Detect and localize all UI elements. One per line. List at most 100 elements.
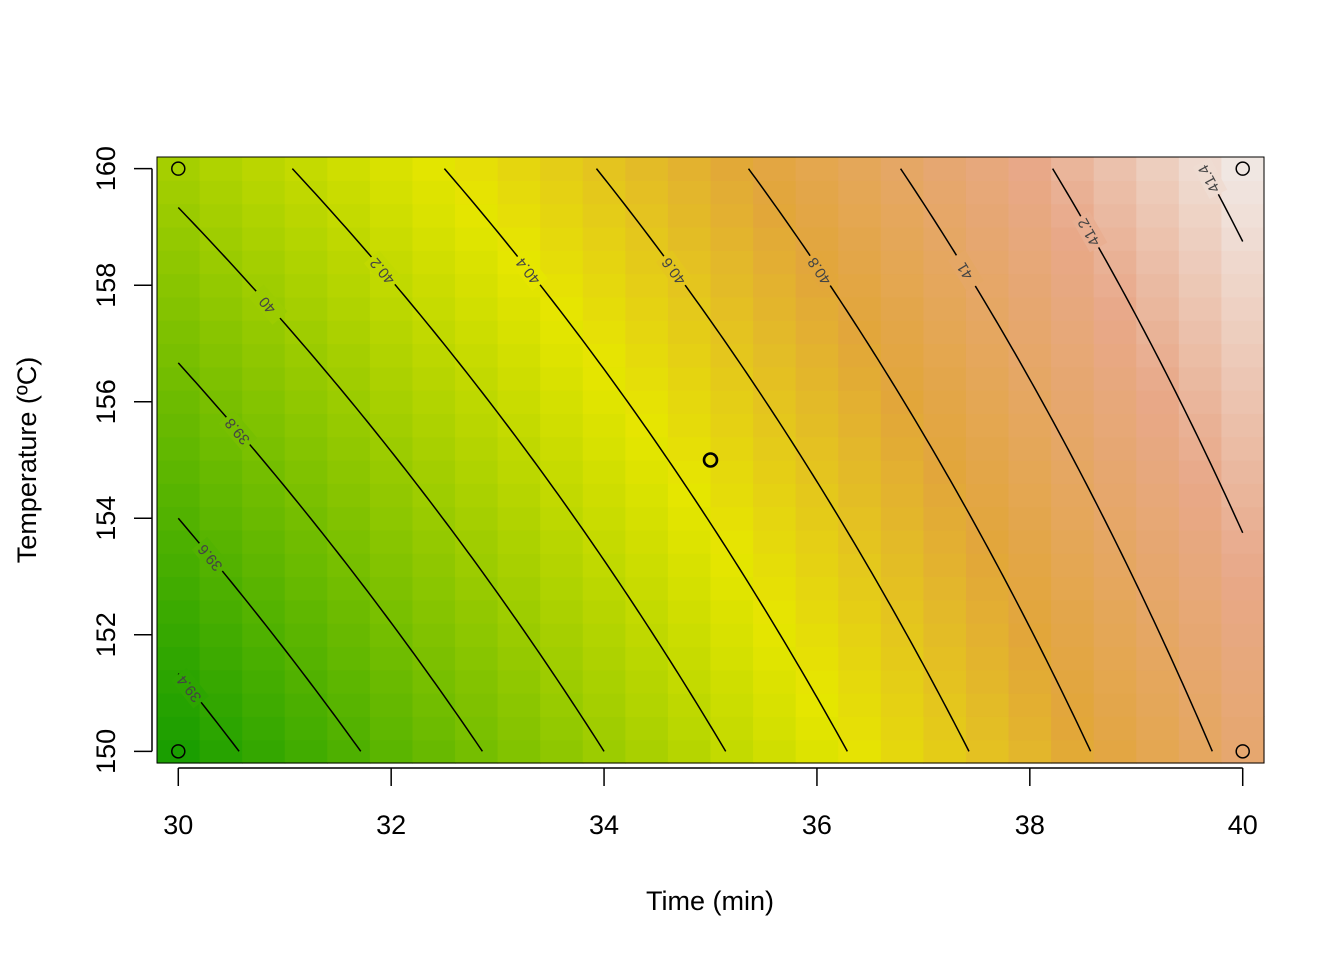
plot-frame [156, 156, 1265, 764]
heatmap-cell [284, 460, 328, 484]
x-axis-title: Time (min) [646, 886, 774, 916]
heatmap-cell [327, 226, 371, 251]
heatmap-cell [965, 576, 1010, 601]
heatmap-cell [923, 436, 967, 461]
contour-label-gap [1192, 157, 1228, 199]
heatmap-cell [497, 366, 541, 391]
heatmap-cell [1093, 576, 1137, 601]
heatmap-cell [1051, 366, 1095, 391]
heatmap-cell [923, 506, 967, 531]
heatmap-cell [795, 483, 839, 508]
heatmap-cell [157, 576, 201, 601]
contour-label-gap [1072, 211, 1108, 253]
heatmap-cell [199, 390, 243, 414]
heatmap-cell [199, 646, 243, 671]
heatmap-cell [1221, 529, 1265, 554]
heatmap-cell [667, 646, 712, 671]
heatmap-cell [710, 273, 754, 298]
heatmap-cell [1178, 226, 1223, 251]
heatmap-cell [242, 646, 286, 671]
heatmap-cell [369, 343, 414, 368]
heatmap-cell [880, 157, 924, 181]
heatmap-cell [1221, 553, 1265, 578]
x-tick-label: 30 [163, 810, 193, 840]
heatmap-cell [497, 203, 541, 228]
heatmap-cell [199, 436, 243, 461]
heatmap-cell [625, 203, 669, 228]
heatmap-cell [284, 739, 328, 764]
heatmap-cell [1178, 693, 1223, 717]
heatmap-cell [625, 646, 669, 671]
heatmap-cell [582, 413, 626, 438]
heatmap-cell [412, 157, 456, 181]
heatmap-cell [838, 157, 882, 181]
heatmap-cell [923, 273, 967, 298]
heatmap-cell [284, 203, 328, 228]
heatmap-cell [753, 716, 797, 741]
heatmap-cell [582, 250, 626, 275]
heatmap-cell [327, 576, 371, 601]
heatmap-cell [795, 716, 839, 741]
heatmap-cell [965, 390, 1010, 414]
heatmap-cell [327, 460, 371, 484]
heatmap-cell [753, 226, 797, 251]
heatmap-cell [838, 576, 882, 601]
heatmap-cell [965, 739, 1010, 764]
heatmap-cell [1221, 390, 1265, 414]
heatmap-cell [880, 226, 924, 251]
heatmap-cell [497, 296, 541, 321]
heatmap-cell [1051, 250, 1095, 275]
heatmap-cell [1178, 483, 1223, 508]
heatmap-cell [1178, 646, 1223, 671]
heatmap-cell [1221, 366, 1265, 391]
heatmap-cell [625, 390, 669, 414]
heatmap-cell [667, 599, 712, 624]
heatmap-cell [242, 460, 286, 484]
heatmap-cell [625, 506, 669, 531]
heatmap-cell [667, 436, 712, 461]
heatmap-cell [1178, 296, 1223, 321]
heatmap-cell [455, 576, 499, 601]
heatmap-cell [582, 226, 626, 251]
heatmap-cell [667, 623, 712, 648]
heatmap-cell [667, 669, 712, 694]
heatmap-cell [327, 529, 371, 554]
contour-label: 41 [954, 259, 977, 282]
heatmap-cell [455, 390, 499, 414]
heatmap-cell [455, 413, 499, 438]
heatmap-cell [242, 739, 286, 764]
heatmap-cell [327, 693, 371, 717]
heatmap-cell [540, 623, 584, 648]
heatmap-cell [412, 436, 456, 461]
heatmap-cell [710, 203, 754, 228]
contour-label-gap [363, 250, 403, 291]
heatmap-cell [1093, 693, 1137, 717]
heatmap-cell [753, 599, 797, 624]
heatmap-cell [1093, 296, 1137, 321]
heatmap-cell [497, 599, 541, 624]
heatmap-cell [838, 413, 882, 438]
heatmap-cell [327, 250, 371, 275]
heatmap-cell [965, 646, 1010, 671]
heatmap-cell [1136, 716, 1180, 741]
heatmap-cell [369, 739, 414, 764]
heatmap-cell [157, 646, 201, 671]
heatmap-cell [412, 623, 456, 648]
heatmap-cell [625, 576, 669, 601]
heatmap-cell [667, 413, 712, 438]
heatmap-cell [284, 693, 328, 717]
heatmap-cell [880, 436, 924, 461]
heatmap-cell [582, 343, 626, 368]
heatmap-cell [284, 250, 328, 275]
heatmap-cell [1178, 250, 1223, 275]
heatmap-cell [412, 576, 456, 601]
heatmap-cell [1221, 320, 1265, 345]
heatmap-cell [1051, 716, 1095, 741]
heatmap-cell [157, 739, 201, 764]
heatmap-cell [1051, 646, 1095, 671]
heatmap-cell [327, 296, 371, 321]
heatmap-cell [497, 343, 541, 368]
heatmap-cell [795, 669, 839, 694]
heatmap-cell [1008, 716, 1052, 741]
